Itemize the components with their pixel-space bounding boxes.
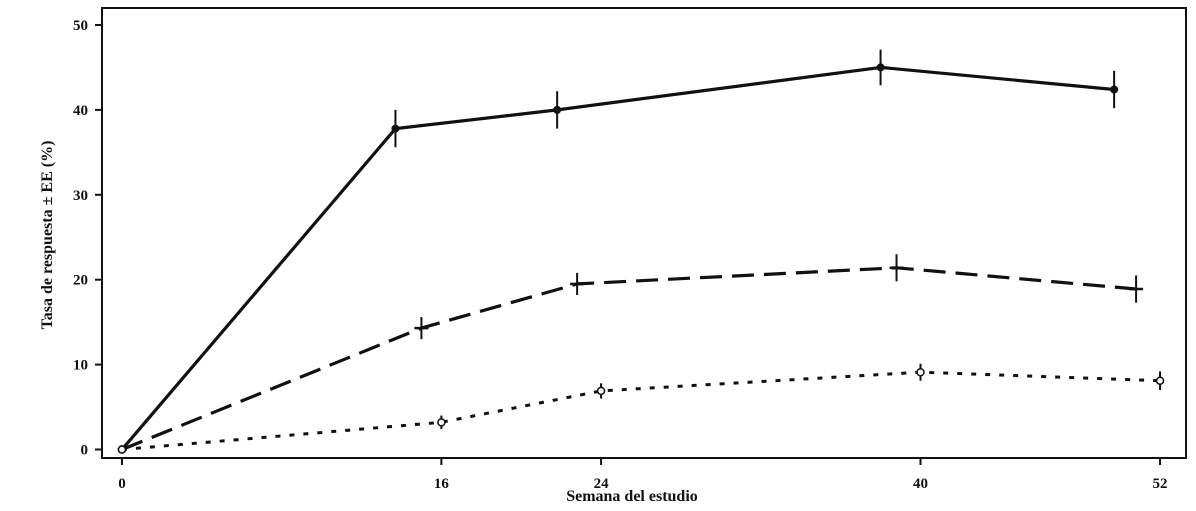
- data-point: [437, 418, 446, 427]
- x-axis-title: Semana del estudio: [566, 488, 698, 505]
- series-layer: [117, 49, 1165, 454]
- x-tick-label: 0: [118, 476, 126, 492]
- x-tick-label: 40: [913, 476, 928, 492]
- series-solid: [117, 49, 1119, 454]
- series-line: [121, 370, 1161, 451]
- y-tick-label: 50: [73, 18, 88, 34]
- y-tick-label: 20: [73, 273, 88, 289]
- x-tick-label: 52: [1153, 476, 1168, 492]
- axes: 0 10 20 30 40 50 0 16 24 40 52: [73, 7, 1187, 492]
- y-tick-label: 30: [73, 188, 88, 204]
- x-tick-label: 24: [594, 476, 610, 492]
- x-tick-label: 16: [434, 476, 450, 492]
- y-axis-title: Tasa de respuesta ± EE (%): [39, 141, 56, 330]
- plot-frame: [101, 7, 1187, 459]
- series-dashed: [117, 254, 1144, 454]
- data-point: [916, 367, 925, 377]
- y-tick-label: 10: [73, 358, 88, 374]
- data-point: [117, 445, 127, 454]
- data-point: [876, 63, 885, 72]
- y-tick-label: 0: [81, 443, 89, 459]
- data-point: [596, 386, 606, 396]
- series-dotted: [117, 363, 1165, 454]
- data-point: [1110, 85, 1119, 94]
- y-tick-label: 40: [73, 103, 88, 119]
- data-point: [553, 105, 562, 114]
- series-line: [120, 65, 1115, 451]
- data-point: [391, 124, 400, 133]
- series-line: [121, 266, 1137, 451]
- data-point: [1155, 376, 1165, 385]
